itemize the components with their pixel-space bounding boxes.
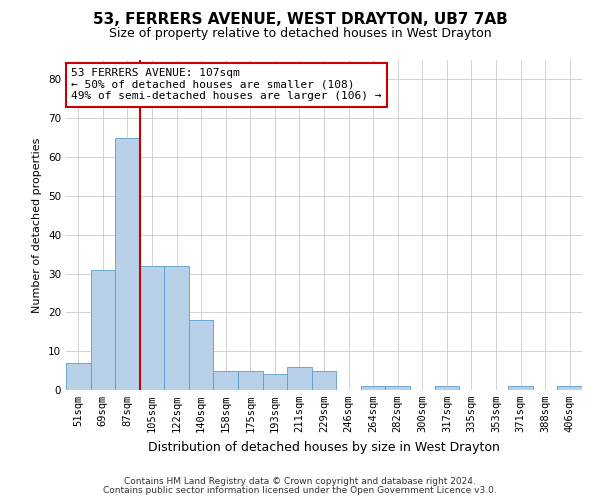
X-axis label: Distribution of detached houses by size in West Drayton: Distribution of detached houses by size … xyxy=(148,440,500,454)
Text: Size of property relative to detached houses in West Drayton: Size of property relative to detached ho… xyxy=(109,28,491,40)
Bar xyxy=(91,270,115,390)
Bar xyxy=(66,363,91,390)
Y-axis label: Number of detached properties: Number of detached properties xyxy=(32,138,43,312)
Bar xyxy=(434,386,459,390)
Bar xyxy=(557,386,582,390)
Bar xyxy=(214,370,238,390)
Text: Contains HM Land Registry data © Crown copyright and database right 2024.: Contains HM Land Registry data © Crown c… xyxy=(124,477,476,486)
Bar xyxy=(164,266,189,390)
Text: Contains public sector information licensed under the Open Government Licence v3: Contains public sector information licen… xyxy=(103,486,497,495)
Bar xyxy=(385,386,410,390)
Bar xyxy=(361,386,385,390)
Bar xyxy=(140,266,164,390)
Text: 53, FERRERS AVENUE, WEST DRAYTON, UB7 7AB: 53, FERRERS AVENUE, WEST DRAYTON, UB7 7A… xyxy=(92,12,508,28)
Text: 53 FERRERS AVENUE: 107sqm
← 50% of detached houses are smaller (108)
49% of semi: 53 FERRERS AVENUE: 107sqm ← 50% of detac… xyxy=(71,68,382,102)
Bar xyxy=(238,370,263,390)
Bar xyxy=(287,366,312,390)
Bar xyxy=(312,370,336,390)
Bar xyxy=(263,374,287,390)
Bar xyxy=(189,320,214,390)
Bar xyxy=(115,138,140,390)
Bar xyxy=(508,386,533,390)
